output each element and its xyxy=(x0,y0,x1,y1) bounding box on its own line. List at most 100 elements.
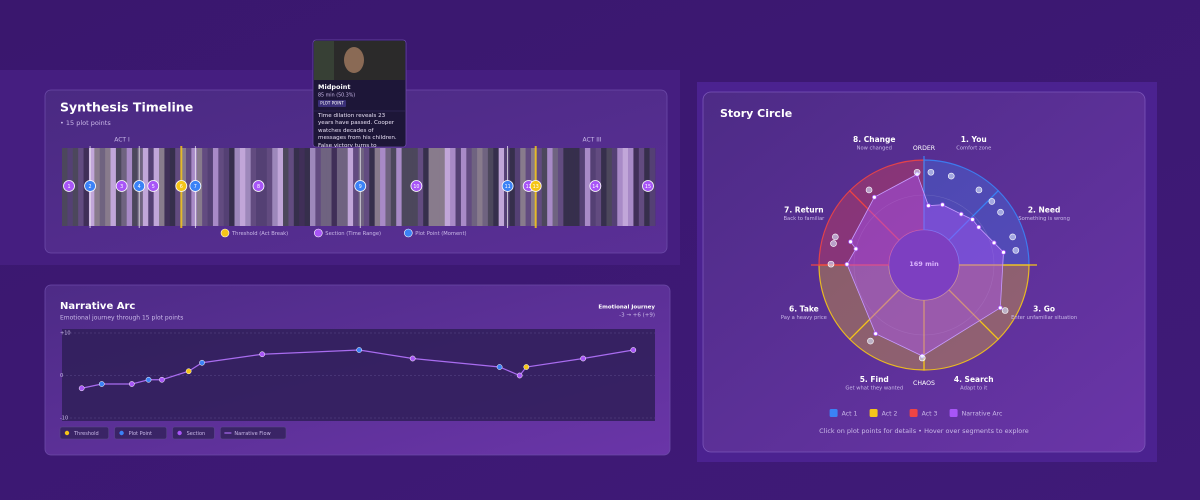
film-frame xyxy=(212,148,219,226)
legend-label: Threshold xyxy=(73,431,99,437)
timeline-title: Synthesis Timeline xyxy=(60,100,193,115)
film-frame xyxy=(126,148,133,226)
tooltip-text: Time dilation reveals 23 years have pass… xyxy=(318,113,397,147)
timeline-marker xyxy=(410,180,423,192)
film-frame xyxy=(229,148,235,226)
timeline-marker xyxy=(147,180,160,192)
arc-point xyxy=(516,372,523,379)
film-frame xyxy=(293,148,300,226)
arc-point xyxy=(356,347,363,353)
legend-label: Narrative Flow xyxy=(234,431,270,437)
film-frame xyxy=(336,148,343,226)
film-frame xyxy=(218,148,225,226)
film-frame xyxy=(94,148,101,226)
tooltip-image-face xyxy=(344,47,364,73)
plot-point-dot xyxy=(830,240,837,247)
radar-point xyxy=(976,224,982,230)
film-frame xyxy=(105,148,111,226)
plot-point-dot xyxy=(913,168,921,176)
film-frame xyxy=(207,148,214,226)
film-frame xyxy=(326,148,332,226)
legend-swatch xyxy=(869,409,878,417)
arc-point xyxy=(496,364,503,370)
plot-point-dot xyxy=(1012,247,1020,254)
plot-point-dot xyxy=(827,260,835,268)
segment-name: 7. Return xyxy=(784,205,824,214)
plot-point-dot xyxy=(997,208,1004,216)
film-frame xyxy=(390,148,397,226)
legend-label: Threshold (Act Break) xyxy=(231,231,288,237)
legend-swatch xyxy=(829,409,838,417)
arc-point xyxy=(580,355,587,362)
marker-label: 9 xyxy=(359,184,362,190)
film-frame xyxy=(234,148,241,226)
arc-point xyxy=(630,347,637,353)
film-frame xyxy=(245,148,251,226)
film-frame xyxy=(638,148,645,226)
film-frame xyxy=(331,148,338,226)
legend-label: Section (Time Range) xyxy=(325,231,381,237)
plot-point-dot xyxy=(832,233,839,241)
film-frame xyxy=(299,148,305,226)
legend-label: Act 1 xyxy=(842,411,858,418)
film-frame xyxy=(304,148,311,226)
timeline-marker xyxy=(252,180,265,192)
film-frame xyxy=(347,148,354,226)
pole-label: CHAOS xyxy=(913,380,935,387)
arc-point xyxy=(78,385,85,392)
film-frame xyxy=(142,148,149,226)
film-frame xyxy=(396,148,402,226)
film-frame xyxy=(617,148,623,226)
film-frame xyxy=(277,148,284,226)
film-frame xyxy=(164,148,171,226)
film-frame xyxy=(541,148,548,226)
film-frame xyxy=(288,148,295,226)
film-frame xyxy=(563,148,570,226)
film-frame xyxy=(78,148,84,226)
segment-desc: Now changed xyxy=(857,145,892,151)
film-frame xyxy=(428,148,435,226)
film-frame xyxy=(455,148,462,226)
film-frame xyxy=(185,148,192,226)
film-frame xyxy=(433,148,440,226)
film-frame xyxy=(611,148,618,226)
segment-name: 4. Search xyxy=(954,375,994,384)
journey-range: -3 → +6 (+9) xyxy=(619,313,655,319)
legend-swatch xyxy=(313,228,323,238)
legend-chip xyxy=(59,426,109,440)
marker-label: 10 xyxy=(413,184,419,190)
film-frame xyxy=(579,148,586,226)
film-frame xyxy=(466,148,473,226)
plot-point-dot xyxy=(947,172,955,180)
legend-swatch xyxy=(949,409,958,417)
circle-title: Story Circle xyxy=(720,107,792,120)
arc-chart: +10 0 -10 Threshold Plot Point Section Narrati… xyxy=(59,331,655,440)
legend-swatch xyxy=(403,228,413,238)
film-frame xyxy=(99,148,106,226)
legend-swatch xyxy=(64,430,70,436)
timeline-marker xyxy=(189,180,202,192)
arc-subtitle: Emotional journey through 15 plot points xyxy=(60,315,183,322)
film-frame xyxy=(223,148,230,226)
film-frame xyxy=(450,148,456,226)
marker-label: 6 xyxy=(180,184,183,190)
film-frame xyxy=(622,148,629,226)
legend-label: Narrative Arc xyxy=(962,411,1003,418)
segment-desc: Something is wrong xyxy=(1018,216,1070,222)
plot-point-dot xyxy=(1009,233,1016,241)
segment-name: 3. Go xyxy=(1033,305,1055,314)
arc-point xyxy=(98,381,105,387)
legend-chip xyxy=(114,426,167,440)
act-label: ACT III xyxy=(582,137,601,144)
tooltip-image-bg xyxy=(314,41,334,80)
film-frame xyxy=(601,148,607,226)
marker-label: 1 xyxy=(67,184,70,190)
tooltip-body: Time dilation reveals 23 years have pass… xyxy=(318,113,397,147)
film-frame xyxy=(482,148,489,226)
film-frame xyxy=(110,148,117,226)
film-frame xyxy=(202,148,208,226)
timeline-marker xyxy=(354,180,367,192)
arc-point xyxy=(199,359,205,366)
film-frame xyxy=(159,148,165,226)
